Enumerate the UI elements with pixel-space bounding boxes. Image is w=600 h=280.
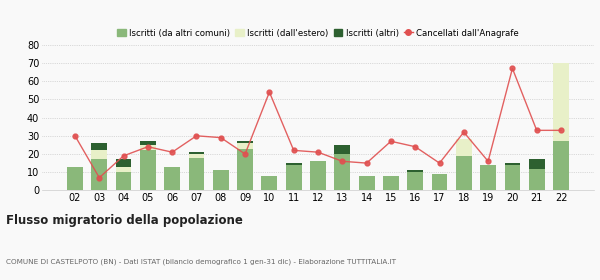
Bar xyxy=(480,165,496,190)
Bar xyxy=(456,156,472,190)
Bar xyxy=(286,163,302,165)
Bar xyxy=(431,174,448,190)
Bar xyxy=(383,176,399,190)
Bar xyxy=(456,139,472,156)
Bar xyxy=(91,150,107,159)
Bar xyxy=(359,176,374,190)
Bar xyxy=(237,148,253,190)
Bar xyxy=(529,169,545,190)
Bar xyxy=(140,150,156,190)
Legend: Iscritti (da altri comuni), Iscritti (dall'estero), Iscritti (altri), Cancellati: Iscritti (da altri comuni), Iscritti (da… xyxy=(117,29,519,38)
Bar xyxy=(407,170,423,172)
Bar xyxy=(505,163,520,165)
Bar xyxy=(67,167,83,190)
Bar xyxy=(140,145,156,150)
Bar xyxy=(286,165,302,190)
Bar xyxy=(237,141,253,143)
Bar xyxy=(213,170,229,190)
Bar xyxy=(188,154,205,158)
Bar xyxy=(188,158,205,190)
Bar xyxy=(237,143,253,148)
Bar xyxy=(91,159,107,190)
Bar xyxy=(91,143,107,150)
Bar xyxy=(262,176,277,190)
Bar xyxy=(116,167,131,172)
Bar xyxy=(140,141,156,145)
Bar xyxy=(116,159,131,167)
Text: Flusso migratorio della popolazione: Flusso migratorio della popolazione xyxy=(6,214,243,227)
Bar xyxy=(116,172,131,190)
Bar xyxy=(529,159,545,169)
Bar xyxy=(407,172,423,190)
Bar xyxy=(334,154,350,190)
Bar xyxy=(505,165,520,190)
Bar xyxy=(310,161,326,190)
Bar xyxy=(164,167,180,190)
Bar xyxy=(553,141,569,190)
Bar xyxy=(188,152,205,154)
Bar xyxy=(553,63,569,141)
Text: COMUNE DI CASTELPOTO (BN) - Dati ISTAT (bilancio demografico 1 gen-31 dic) - Ela: COMUNE DI CASTELPOTO (BN) - Dati ISTAT (… xyxy=(6,258,396,265)
Bar xyxy=(334,145,350,154)
